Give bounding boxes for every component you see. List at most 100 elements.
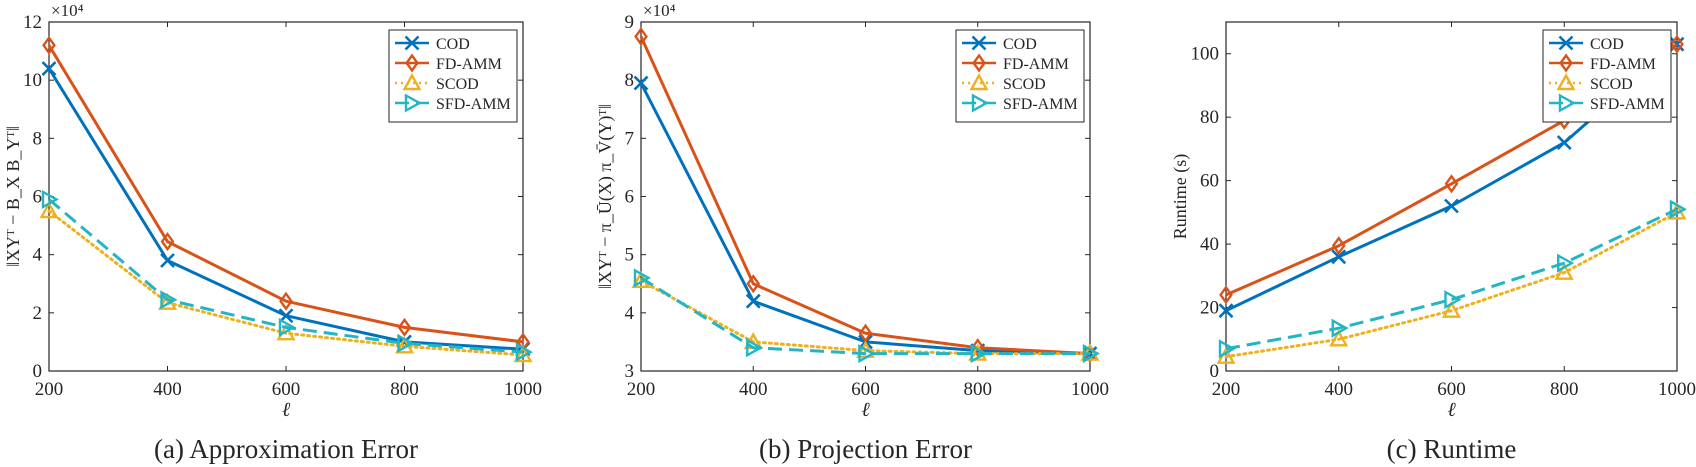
data-point-marker <box>633 75 649 91</box>
data-point-marker <box>1444 198 1459 214</box>
y-tick-label: 9 <box>625 12 635 33</box>
y-tick-label: 0 <box>1210 361 1220 382</box>
data-point-marker <box>1556 73 1576 91</box>
x-tick-label: 200 <box>35 379 64 400</box>
data-point-marker <box>1082 344 1100 364</box>
series-line-sfd-amm <box>1225 207 1678 351</box>
data-point-marker <box>278 317 296 337</box>
legend-entry: FD-AMM <box>1003 56 1069 73</box>
legend: COD FD-AMM SCOD SFD-AMM <box>955 29 1085 123</box>
legend-entry: COD <box>436 36 470 53</box>
y-exponent-label: ×10⁴ <box>51 1 84 20</box>
y-tick-label: 4 <box>625 303 635 324</box>
data-point-marker <box>404 93 422 113</box>
data-point-marker <box>42 35 56 55</box>
y-tick-label: 12 <box>23 12 42 33</box>
data-point-marker <box>405 53 419 73</box>
data-point-marker <box>1556 135 1572 150</box>
data-point-marker <box>515 342 533 362</box>
y-tick-label: 40 <box>1200 234 1219 255</box>
data-point-marker <box>1670 34 1684 54</box>
legend-entry: COD <box>1003 36 1037 53</box>
data-point-marker <box>971 35 987 51</box>
legend-entry: FD-AMM <box>1590 56 1656 73</box>
series-line-sfd-amm <box>640 276 1090 356</box>
x-tick-label: 400 <box>739 379 768 400</box>
data-point-marker <box>1669 199 1687 219</box>
data-point-marker <box>160 290 178 310</box>
data-point-marker <box>279 291 293 311</box>
x-axis-label: ℓ <box>1447 399 1456 421</box>
data-point-marker <box>972 53 986 73</box>
data-point-marker <box>969 73 989 91</box>
x-tick-label: 600 <box>1437 379 1466 400</box>
y-tick-label: 2 <box>33 303 43 324</box>
data-point-marker <box>634 26 648 47</box>
data-point-marker <box>1558 35 1574 51</box>
x-tick-label: 800 <box>1550 379 1579 400</box>
y-tick-label: 100 <box>1191 44 1220 65</box>
chart-caption: (c) Runtime <box>1387 434 1517 464</box>
x-axis-label: ℓ <box>861 399 870 421</box>
x-tick-label: 1000 <box>1071 379 1109 400</box>
x-tick-label: 400 <box>153 379 182 400</box>
data-point-marker <box>1331 236 1346 256</box>
chart-panel-3: 200 400 600 800 1000 0 20 40 60 80 100 ℓ Runtime (s)… <box>1170 21 1696 464</box>
data-point-marker <box>1441 300 1462 318</box>
x-tick-label: 1000 <box>1658 379 1696 400</box>
y-tick-label: 8 <box>33 128 43 149</box>
legend-entry: SCOD <box>436 76 479 93</box>
data-point-marker <box>1219 285 1233 305</box>
legend-entry: SFD-AMM <box>1590 96 1665 113</box>
y-axis-label: Runtime (s) <box>1170 154 1191 240</box>
data-point-marker <box>745 293 761 309</box>
chart-caption: (b) Projection Error <box>759 434 972 464</box>
y-tick-label: 0 <box>33 361 43 382</box>
legend-entry: COD <box>1590 36 1624 53</box>
y-tick-label: 10 <box>23 70 42 91</box>
legend-entry: FD-AMM <box>436 56 502 73</box>
x-tick-label: 800 <box>390 379 419 400</box>
data-point-marker <box>41 189 59 209</box>
y-tick-label: 6 <box>625 187 635 208</box>
legend-entry: SFD-AMM <box>1003 96 1078 113</box>
data-point-marker <box>404 35 420 51</box>
y-tick-label: 6 <box>33 187 43 208</box>
y-tick-label: 7 <box>625 128 635 149</box>
y-axis-label: ‖XYᵀ − π_Ū(X) π_V̄(Y)ᵀ‖ <box>595 104 616 289</box>
data-point-marker <box>1218 303 1234 319</box>
data-point-marker <box>633 268 651 288</box>
y-axis-label: ‖XYᵀ − B_X B_Yᵀ‖ <box>3 126 23 267</box>
y-tick-label: 60 <box>1200 171 1219 192</box>
data-point-marker <box>39 201 59 219</box>
data-point-marker <box>1331 249 1347 265</box>
data-point-marker <box>397 333 415 353</box>
y-tick-label: 4 <box>33 245 43 266</box>
data-point-marker <box>402 73 422 91</box>
data-point-marker <box>1557 253 1575 273</box>
data-point-marker <box>1331 318 1349 338</box>
chart-caption: (a) Approximation Error <box>154 434 418 464</box>
data-point-marker <box>1444 290 1462 310</box>
legend-entry: SCOD <box>1590 76 1633 93</box>
data-point-marker <box>1218 339 1236 359</box>
y-tick-label: 8 <box>625 70 635 91</box>
legend: COD FD-AMM SCOD SFD-AMM <box>1542 29 1672 123</box>
data-point-marker <box>858 344 876 364</box>
data-point-marker <box>1329 329 1349 347</box>
series-line-scod <box>47 209 525 357</box>
y-tick-label: 3 <box>625 361 635 382</box>
x-tick-label: 800 <box>964 379 993 400</box>
data-point-marker <box>971 93 989 113</box>
data-point-marker <box>970 338 985 358</box>
data-point-marker <box>746 274 761 294</box>
data-point-marker <box>970 344 988 364</box>
chart-panel-2: 200 400 600 800 1000 3 4 5 6 7 8 9 ×10⁴ ℓ ‖XYᵀ − π_Ū(X… <box>595 1 1109 464</box>
x-tick-label: 600 <box>851 379 880 400</box>
series-line-scod <box>1224 210 1679 359</box>
data-point-marker <box>160 232 175 252</box>
series-line-sfd-amm <box>48 198 524 354</box>
y-tick-label: 5 <box>625 245 635 266</box>
y-tick-label: 20 <box>1200 298 1219 319</box>
